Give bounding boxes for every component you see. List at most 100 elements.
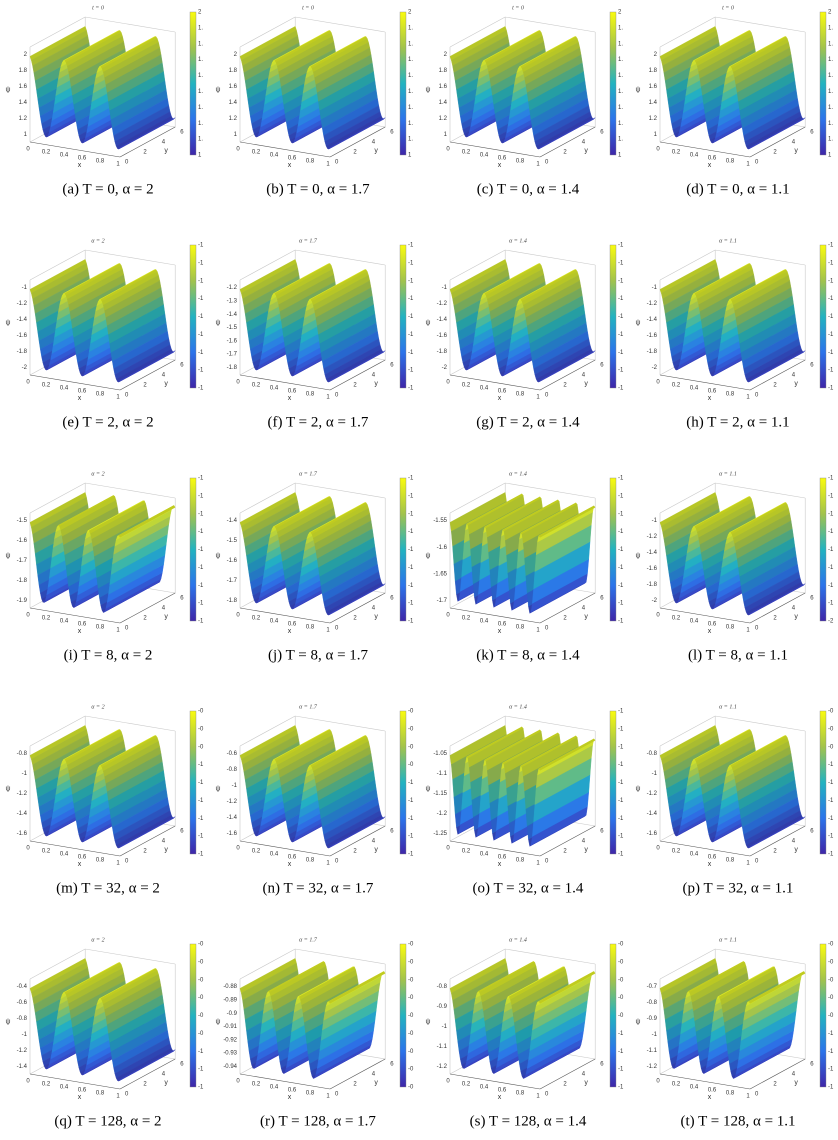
colorbar-tick-label: -1	[408, 798, 414, 804]
colorbar-tick-label: 1.	[618, 105, 623, 111]
y-tick-label: 4	[792, 1072, 796, 1078]
x-tick-label: 0.8	[306, 392, 315, 398]
x-tick-label: 1	[746, 1094, 750, 1100]
x-tick-label: 0.2	[672, 849, 681, 855]
x-tick-label: 0.8	[516, 392, 525, 398]
colorbar-tick-label: 1.	[198, 121, 203, 127]
x-tick-label: 0.8	[96, 159, 105, 165]
colorbar-tick-label: -1	[828, 314, 834, 320]
y-tick-label: 4	[582, 839, 586, 845]
z-tick-label: -1.2	[227, 799, 238, 805]
y-tick-label: 2	[143, 383, 147, 389]
colorbar	[399, 710, 407, 855]
x-tick-label: 0.6	[708, 389, 717, 395]
x-axis-label: x	[498, 162, 502, 169]
y-tick-label: 4	[162, 373, 166, 379]
colorbar-tick-label: 1.	[828, 57, 833, 63]
surface-strip	[538, 117, 596, 150]
colorbar-tick-label: -1	[618, 744, 624, 750]
y-tick-label: 2	[353, 383, 357, 389]
colorbar-tick-label: -0	[408, 1031, 414, 1037]
surface-strip	[748, 971, 806, 1004]
colorbar-tick-label: -1	[198, 332, 204, 338]
z-tick-label: -2	[442, 365, 448, 371]
x-tick-label: 0.2	[42, 150, 51, 156]
caption: (i) T = 8, α = 2	[64, 647, 153, 663]
colorbar-tick-label: -1	[198, 278, 204, 284]
colorbar-tick-label: 1.	[198, 105, 203, 111]
z-tick-label: -1.7	[227, 578, 238, 584]
x-tick-label: 1	[326, 162, 330, 168]
axis-line	[749, 592, 806, 624]
z-tick-label: -1	[652, 285, 658, 291]
colorbar-tick-label: -1	[198, 368, 204, 374]
colorbar-tick-label: -1	[198, 350, 204, 356]
colorbar-tick-label: -1	[198, 386, 204, 392]
colorbar-tick-label: -1	[198, 493, 204, 499]
y-tick-label: 2	[143, 150, 147, 156]
colorbar-tick-label: -1	[828, 547, 834, 553]
z-tick-label: -1.3	[227, 298, 238, 304]
colorbar-tick-label: -1	[198, 296, 204, 302]
colorbar-tick-label: -1	[198, 243, 204, 249]
colorbar-tick-label: 1.	[198, 41, 203, 47]
panel-title: α = 2	[91, 937, 104, 943]
colorbar-tick-label: -1	[198, 314, 204, 320]
x-tick-label: 0.4	[270, 153, 279, 159]
x-axis-label: x	[288, 628, 292, 635]
colorbar-tick-label: -1	[408, 852, 414, 858]
z-tick-label: -1.4	[227, 815, 238, 821]
z-tick-label: -0.4	[17, 984, 28, 990]
axis-line	[449, 715, 506, 747]
y-tick-label: 6	[600, 829, 604, 835]
colorbar-tick-label: -0	[408, 709, 414, 715]
axis-line	[659, 16, 716, 48]
z-tick-label: 1.8	[19, 68, 28, 74]
x-tick-label: 0.6	[288, 622, 297, 628]
z-tick-label: -0.8	[437, 984, 448, 990]
colorbar	[399, 11, 407, 156]
z-tick-label: 1	[444, 132, 448, 138]
colorbar-tick-label: -0	[618, 977, 624, 983]
colorbar-tick-label: -1	[408, 780, 414, 786]
axis-line	[239, 16, 296, 48]
y-axis-label: y	[584, 380, 588, 387]
colorbar-tick-label: -1	[828, 332, 834, 338]
axis-line	[659, 482, 716, 514]
colorbar-tick-label: 1.	[618, 73, 623, 79]
x-tick-label: 0.6	[288, 855, 297, 861]
z-axis-label: ψ	[6, 1019, 11, 1026]
caption: (e) T = 2, α = 2	[62, 414, 153, 430]
colorbar-tick-label: -1	[828, 243, 834, 249]
x-tick-label: 0.8	[96, 392, 105, 398]
z-axis-label: ψ	[216, 87, 221, 94]
y-tick-label: 2	[563, 150, 567, 156]
y-tick-label: 0	[755, 1092, 759, 1098]
colorbar-tick-label: 1.	[408, 57, 413, 63]
y-axis-label: y	[164, 147, 168, 154]
colorbar-tick-label: 1.	[828, 73, 833, 79]
x-tick-label: 1	[116, 395, 120, 401]
colorbar-tick-label: -0	[408, 744, 414, 750]
y-axis-label: y	[374, 147, 378, 154]
z-axis-label: ψ	[426, 320, 431, 327]
colorbar-tick-label: -1	[618, 1085, 624, 1091]
y-tick-label: 6	[600, 130, 604, 136]
y-tick-label: 0	[335, 160, 339, 166]
z-tick-label: -1.2	[647, 534, 658, 540]
colorbar-tick-label: -1	[828, 583, 834, 589]
colorbar-tick-label: -0	[198, 959, 204, 965]
z-tick-label: -1	[652, 771, 658, 777]
caption: (f) T = 2, α = 1.7	[268, 414, 369, 430]
colorbar	[819, 11, 827, 156]
colorbar-tick-label: -1	[828, 511, 834, 517]
z-tick-label: -1.65	[433, 571, 447, 577]
z-tick-label: -1.7	[437, 598, 448, 604]
z-tick-label: 1.8	[649, 68, 658, 74]
colorbar-tick-label: -1	[408, 816, 414, 822]
axis-line	[239, 607, 331, 624]
z-tick-label: -0.88	[223, 984, 237, 990]
surface-strip	[328, 350, 386, 383]
z-tick-label: -1.1	[647, 1048, 658, 1054]
z-tick-label: -1	[442, 1024, 448, 1030]
